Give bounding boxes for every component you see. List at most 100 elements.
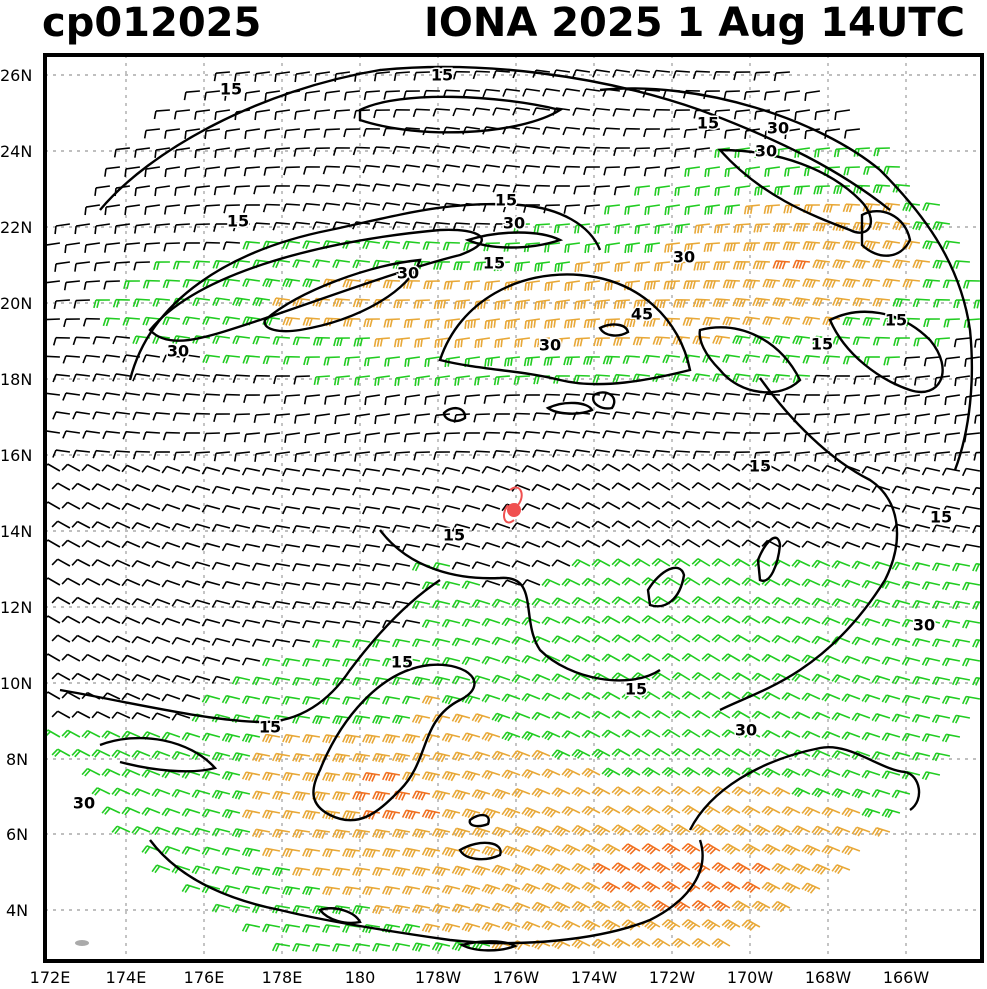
- wind-barb: [322, 544, 341, 553]
- lon-label: 170W: [727, 968, 774, 987]
- wind-barb: [283, 128, 300, 139]
- wind-barb: [541, 578, 561, 588]
- wind-barb: [574, 299, 591, 310]
- wind-barb: [521, 730, 541, 741]
- wind-barb: [843, 394, 860, 404]
- wind-barb: [631, 710, 651, 719]
- wind-barb: [342, 278, 360, 288]
- wind-barb: [261, 619, 281, 628]
- wind-barb: [581, 615, 601, 625]
- wind-barb: [612, 411, 631, 420]
- wind-barb: [642, 318, 660, 327]
- wind-barb: [471, 751, 491, 761]
- wind-barb: [511, 788, 531, 799]
- wind-barb: [691, 710, 711, 719]
- wind-barb: [293, 375, 310, 385]
- contour-label: 15: [495, 191, 517, 210]
- wind-barb: [463, 280, 480, 291]
- wind-barb: [501, 465, 521, 474]
- wind-barb: [542, 126, 561, 135]
- wind-barb: [552, 146, 570, 155]
- wind-barb: [322, 734, 341, 744]
- wind-barb: [142, 316, 160, 326]
- wind-barb: [421, 467, 441, 476]
- wind-barb: [141, 807, 161, 816]
- wind-barb: [532, 184, 550, 194]
- wind-barb: [611, 938, 631, 949]
- wind-barb: [401, 695, 421, 705]
- wind-barb: [821, 578, 841, 588]
- wind-barb: [701, 501, 721, 510]
- contour-label: 15: [625, 680, 647, 699]
- wind-barb: [574, 223, 590, 234]
- wind-barb: [181, 504, 201, 513]
- wind-barb: [204, 90, 220, 101]
- wind-barb: [651, 520, 671, 529]
- wind-barb: [521, 844, 541, 857]
- wind-barb: [761, 615, 781, 625]
- wind-barb: [251, 752, 271, 763]
- wind-barb: [211, 637, 231, 646]
- wind-barb: [931, 600, 951, 610]
- wind-barb: [521, 502, 541, 511]
- wind-barb: [372, 714, 391, 725]
- wind-barb: [131, 635, 151, 644]
- wind-barb: [891, 561, 911, 571]
- wind-barb: [342, 810, 361, 820]
- wind-barb: [842, 240, 861, 251]
- wind-barb: [131, 711, 151, 720]
- wind-barb: [874, 413, 891, 424]
- wind-barb: [781, 692, 801, 701]
- wind-barb: [402, 240, 420, 250]
- wind-barb: [713, 261, 730, 271]
- wind-barb: [161, 845, 181, 855]
- wind-barb: [171, 750, 191, 760]
- wind-barb: [671, 634, 691, 643]
- wind-barb: [821, 654, 841, 664]
- wind-barb: [681, 539, 701, 548]
- wind-barb: [712, 71, 730, 80]
- wind-barb: [282, 505, 301, 515]
- wind-barb: [732, 412, 750, 421]
- wind-barb: [581, 539, 601, 548]
- wind-barb: [751, 786, 771, 797]
- wind-barb: [661, 767, 681, 777]
- wind-barb: [872, 297, 890, 307]
- wind-barb: [661, 653, 681, 662]
- wind-barb: [292, 525, 311, 534]
- wind-barb: [201, 466, 221, 475]
- wind-barb: [894, 413, 911, 425]
- wind-barb: [373, 337, 390, 348]
- wind-barb: [382, 202, 401, 211]
- wind-barb: [343, 128, 360, 138]
- wind-barb: [362, 848, 381, 858]
- wind-barb: [392, 183, 411, 192]
- wind-barb: [492, 183, 510, 193]
- wind-barb: [701, 843, 721, 855]
- wind-barb: [362, 620, 381, 629]
- wind-barb: [762, 354, 781, 364]
- wind-barb: [523, 242, 540, 253]
- wind-barb: [691, 482, 711, 491]
- wind-barb: [241, 885, 261, 895]
- wind-barb: [332, 147, 350, 156]
- wind-barb: [521, 882, 541, 895]
- wind-barb: [342, 506, 361, 515]
- wind-barb: [352, 563, 371, 572]
- wind-barb: [583, 356, 600, 365]
- wind-barb: [771, 634, 791, 644]
- wind-barb: [931, 752, 951, 762]
- wind-barb: [241, 771, 261, 781]
- wind-barb: [881, 808, 901, 819]
- wind-barb: [582, 88, 601, 97]
- wind-barb: [322, 582, 341, 591]
- wind-barb: [591, 786, 611, 797]
- wind-barb: [851, 674, 871, 684]
- wind-barb: [522, 164, 540, 174]
- wind-barb: [362, 772, 381, 782]
- wind-barb: [101, 806, 121, 815]
- wind-barb: [212, 374, 230, 383]
- wind-barb: [881, 694, 901, 704]
- wind-barb: [191, 675, 211, 684]
- wind-barb: [401, 809, 421, 820]
